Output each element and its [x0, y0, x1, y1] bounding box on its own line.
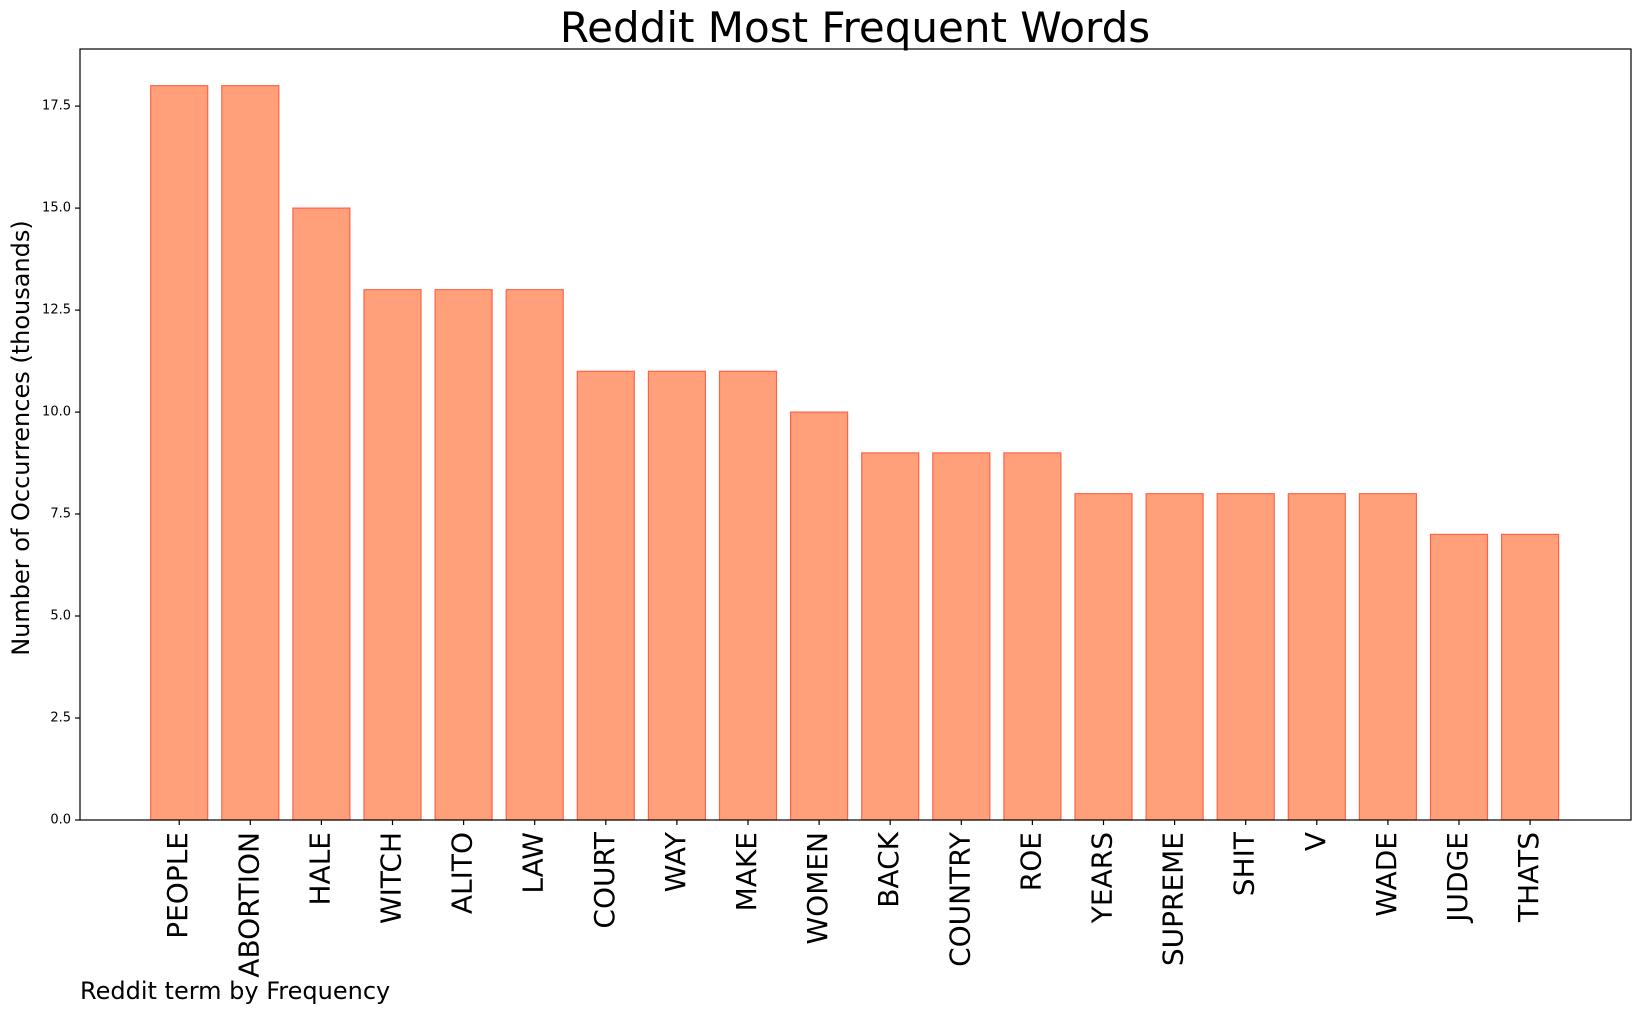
- x-tick-label: THATS: [1512, 832, 1545, 923]
- bar-hale: [292, 207, 351, 821]
- plot-area: 0.0 2.5 5.0 7.5 10.0 12.5 15.0 17.5 PEOPLE ABORT…: [42, 48, 1632, 978]
- x-tick-label: LAW: [517, 832, 550, 894]
- x-tick-label: V: [1299, 832, 1332, 851]
- x-tick-label: COUNTRY: [943, 831, 976, 967]
- y-tick-label: 15.0: [42, 201, 71, 216]
- x-tick-label: BACK: [872, 831, 905, 907]
- x-tick-label: WITCH: [375, 832, 408, 924]
- bar-way: [647, 370, 707, 821]
- bar-v: [1287, 493, 1346, 821]
- y-tick-label: 5.0: [50, 609, 71, 624]
- x-tick-label: PEOPLE: [161, 832, 194, 939]
- chart-title: Reddit Most Frequent Words: [560, 3, 1150, 52]
- x-tick-label: MAKE: [730, 832, 763, 911]
- bar-shit: [1216, 493, 1275, 821]
- x-tick-label: ROE: [1014, 832, 1047, 891]
- y-tick-label: 7.5: [50, 507, 71, 522]
- y-tick-label: 2.5: [50, 711, 71, 726]
- bar-supreme: [1145, 493, 1204, 821]
- x-tick-label: COURT: [588, 831, 621, 929]
- bar-wade: [1358, 493, 1418, 821]
- x-tick-label: YEARS: [1086, 832, 1119, 924]
- bar-abortion: [221, 85, 280, 821]
- y-axis-label: Number of Occurrences (thousands): [7, 220, 35, 656]
- bar-people: [150, 85, 209, 821]
- x-tick-label: HALE: [303, 832, 336, 906]
- y-tick-label: 0.0: [50, 813, 71, 828]
- x-tick-label: WOMEN: [801, 832, 834, 945]
- bar-alito: [434, 289, 493, 821]
- x-tick-label: ALITO: [446, 832, 479, 914]
- bars-group: [150, 85, 1560, 821]
- bar-women: [789, 411, 849, 821]
- x-axis-label: Reddit term by Frequency: [80, 977, 390, 1005]
- y-tick-label: 17.5: [42, 99, 71, 114]
- x-tick-label: SHIT: [1228, 831, 1261, 896]
- bar-roe: [1003, 452, 1062, 821]
- plot-frame: [79, 48, 1632, 821]
- bar-country: [932, 452, 991, 821]
- x-tick-label: WAY: [659, 831, 692, 892]
- bar-back: [861, 452, 920, 821]
- x-tick-label: JUDGE: [1441, 832, 1474, 924]
- bar-court: [576, 370, 635, 821]
- y-axis: 0.0 2.5 5.0 7.5 10.0 12.5 15.0 17.5: [42, 99, 80, 828]
- bar-make: [718, 370, 778, 821]
- y-tick-label: 12.5: [42, 303, 71, 318]
- bar-law: [505, 289, 564, 821]
- bar-judge: [1429, 533, 1489, 821]
- x-axis: PEOPLE ABORTION HALE WITCH ALITO LAW COURT WAY M…: [161, 820, 1545, 978]
- bar-thats: [1500, 533, 1560, 821]
- bar-years: [1074, 493, 1133, 821]
- y-tick-label: 10.0: [42, 405, 71, 420]
- bar-witch: [363, 289, 422, 821]
- x-tick-label: SUPREME: [1157, 832, 1190, 966]
- x-tick-label: WADE: [1370, 832, 1403, 917]
- x-tick-label: ABORTION: [232, 832, 265, 978]
